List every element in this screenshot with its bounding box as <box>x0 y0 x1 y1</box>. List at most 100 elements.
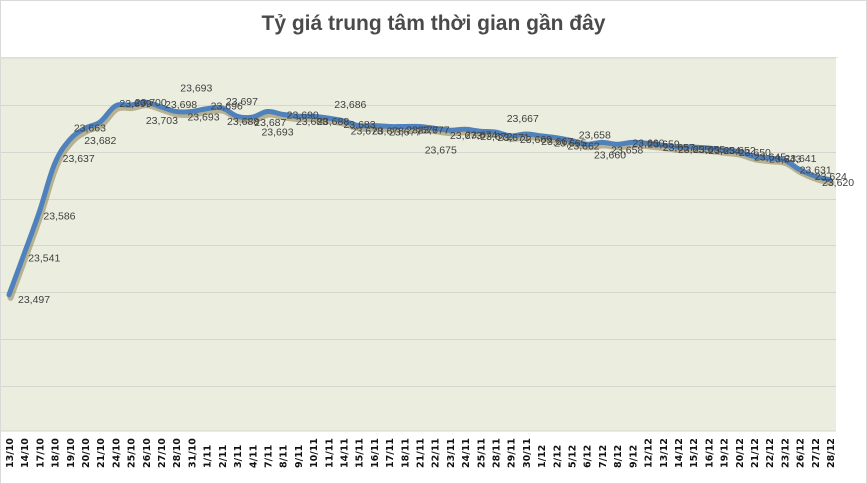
data-label: 23,703 <box>146 115 178 127</box>
x-tick-label: 22/11 <box>431 438 442 468</box>
data-label: 23,669 <box>520 134 552 146</box>
data-label: 23,699 <box>119 98 151 110</box>
x-tick-label: 14/10 <box>20 438 31 468</box>
x-tick-label: 27/12 <box>811 438 822 468</box>
x-tick-label: 1/11 <box>203 445 214 468</box>
data-label: 23,700 <box>135 97 167 109</box>
x-tick-label: 1/12 <box>537 445 548 468</box>
x-tick-label: 31/10 <box>187 438 198 468</box>
x-tick-label: 10/11 <box>309 438 320 468</box>
x-tick-label: 2/12 <box>552 445 563 468</box>
x-tick-label: 11/11 <box>324 438 335 468</box>
data-label: 23,497 <box>18 294 50 306</box>
plot-area <box>1 58 836 431</box>
data-label: 23,671 <box>498 132 530 144</box>
x-tick-label: 26/10 <box>142 438 153 468</box>
x-tick-label: 8/12 <box>613 445 624 468</box>
data-label: 23,586 <box>43 211 75 223</box>
data-label: 23,687 <box>254 117 286 129</box>
data-label: 23,660 <box>594 149 626 161</box>
data-label: 23,655 <box>693 144 725 156</box>
x-tick-label: 9/12 <box>628 445 639 468</box>
x-tick-label: 14/12 <box>674 438 685 468</box>
x-tick-label: 28/12 <box>826 438 837 468</box>
data-label: 23,693 <box>187 112 219 124</box>
data-label: 23,659 <box>648 138 680 150</box>
x-tick-label: 30/11 <box>522 438 533 468</box>
x-tick-label: 15/11 <box>355 438 366 468</box>
x-tick-label: 25/10 <box>127 438 138 468</box>
data-label: 23,662 <box>568 141 600 153</box>
data-label: 23,697 <box>226 96 258 108</box>
data-label: 23,650 <box>739 147 771 159</box>
data-label: 23,677 <box>406 125 438 137</box>
data-label: 23,631 <box>800 165 832 177</box>
x-tick-label: 21/12 <box>750 438 761 468</box>
x-tick-label: 28/11 <box>492 438 503 468</box>
data-label: 23,677 <box>389 127 421 139</box>
x-tick-label: 3/11 <box>233 445 244 468</box>
x-tick-label: 19/12 <box>720 438 731 468</box>
data-label: 23,654 <box>708 145 740 157</box>
data-label: 23,675 <box>425 144 457 156</box>
data-label: 23,688 <box>317 116 349 128</box>
x-tick-label: 12/12 <box>644 438 655 468</box>
data-label: 23,652 <box>724 145 756 157</box>
x-tick-label: 4/11 <box>248 445 259 468</box>
data-label: 23,698 <box>165 99 197 111</box>
data-label: 23,688 <box>227 116 259 128</box>
data-label: 23,658 <box>579 129 611 141</box>
x-tick-label: 27/10 <box>157 438 168 468</box>
x-tick-label: 28/10 <box>172 438 183 468</box>
chart-title: Tỷ giá trung tâm thời gian gần đây <box>261 12 606 35</box>
data-label: 23,641 <box>784 153 816 165</box>
data-label: 23,683 <box>343 119 375 131</box>
x-tick-label: 17/10 <box>35 438 46 468</box>
x-tick-label: 7/12 <box>598 445 609 468</box>
data-label: 23,667 <box>507 113 539 125</box>
data-label: 23,663 <box>74 123 106 135</box>
series-path <box>6 99 833 298</box>
x-tick-label: 29/11 <box>507 438 518 468</box>
data-label: 23,643 <box>769 153 801 165</box>
x-tick-label: 15/12 <box>689 438 700 468</box>
data-label: 23,660 <box>632 137 664 149</box>
data-label: 23,673 <box>450 130 482 142</box>
data-label: 23,677 <box>418 125 450 137</box>
x-tick-label: 18/10 <box>51 438 62 468</box>
series-line <box>6 99 835 301</box>
data-label: 23,693 <box>180 83 212 95</box>
x-tick-label: 16/12 <box>704 438 715 468</box>
series-shadow <box>7 102 835 301</box>
data-label: 23,620 <box>822 177 854 189</box>
data-label: 23,678 <box>372 126 404 138</box>
x-tick-label: 19/10 <box>66 438 77 468</box>
x-tick-label: 13/10 <box>5 438 16 468</box>
data-label: 23,624 <box>815 171 847 183</box>
data-label: 23,696 <box>211 101 243 113</box>
data-label: 23,690 <box>287 109 319 121</box>
x-tick-label: 24/10 <box>111 438 122 468</box>
x-tick-label: 17/11 <box>385 438 396 468</box>
data-label: 23,645 <box>754 151 786 163</box>
data-label: 23,672 <box>480 131 512 143</box>
data-label: 23,674 <box>465 129 497 141</box>
x-tick-label: 20/10 <box>81 438 92 468</box>
x-tick-label: 24/11 <box>461 438 472 468</box>
data-label: 23,655 <box>678 144 710 156</box>
x-tick-label: 9/11 <box>294 445 305 468</box>
data-label: 23,678 <box>351 126 383 138</box>
x-tick-label: 26/12 <box>796 438 807 468</box>
x-tick-label: 6/12 <box>583 445 594 468</box>
x-tick-label: 23/12 <box>780 438 791 468</box>
data-label: 23,667 <box>541 136 573 148</box>
x-tick-label: 8/11 <box>279 445 290 468</box>
x-tick-label: 13/12 <box>659 438 670 468</box>
x-tick-label: 22/12 <box>765 438 776 468</box>
x-tick-label: 2/11 <box>218 445 229 468</box>
x-tick-label: 14/11 <box>339 438 350 468</box>
data-label: 23,688 <box>296 116 328 128</box>
data-label: 23,665 <box>554 138 586 150</box>
x-tick-label: 21/10 <box>96 438 107 468</box>
